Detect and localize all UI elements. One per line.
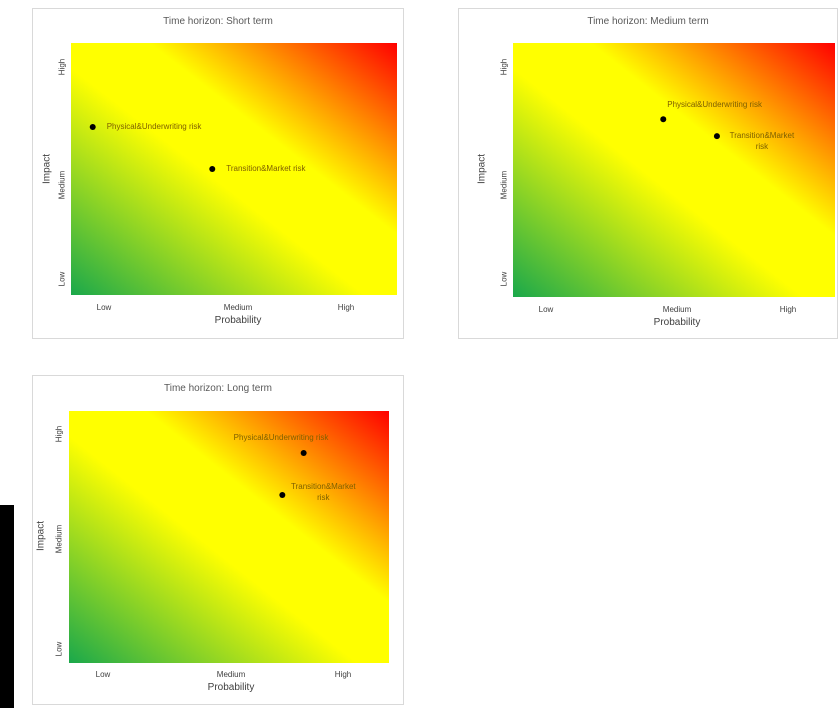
x-axis-label: Probability bbox=[653, 317, 701, 328]
x-tick-high: High bbox=[779, 305, 797, 314]
x-tick-high: High bbox=[337, 303, 355, 312]
y-tick-low: Low bbox=[499, 271, 509, 287]
x-tick-low: Low bbox=[95, 670, 111, 679]
risk-gradient-background bbox=[71, 43, 397, 295]
chart-title: Time horizon: Long term bbox=[163, 383, 272, 394]
risk-gradient-background bbox=[513, 43, 835, 297]
risk-point-marker bbox=[713, 133, 720, 140]
y-tick-medium: Medium bbox=[57, 170, 67, 200]
risk-gradient-background bbox=[69, 411, 389, 663]
chart-panel-long-term: Time horizon: Long term Physical&Underwr… bbox=[32, 375, 404, 705]
y-axis-label: Impact bbox=[476, 153, 488, 185]
chart-panel-short-term: Time horizon: Short term Physical&Underw… bbox=[32, 8, 404, 339]
x-axis-label: Probability bbox=[214, 315, 262, 326]
y-tick-medium: Medium bbox=[499, 170, 509, 200]
risk-point-label: Physical&Underwriting risk bbox=[667, 100, 762, 110]
y-tick-low: Low bbox=[54, 641, 64, 657]
chart-title: Time horizon: Short term bbox=[163, 16, 273, 27]
risk-point-label: Transition&Market risk bbox=[729, 131, 795, 152]
risk-point-label: Physical&Underwriting risk bbox=[106, 122, 202, 131]
risk-point-marker bbox=[660, 116, 667, 123]
chart-title: Time horizon: Medium term bbox=[587, 16, 709, 27]
plot-area: Physical&Underwriting risk Transition&Mar… bbox=[513, 43, 835, 297]
chart-panel-medium-term: Time horizon: Medium term Physical&Under… bbox=[458, 8, 838, 339]
x-tick-medium: Medium bbox=[223, 303, 253, 312]
marker-layer bbox=[279, 450, 307, 498]
x-tick-low: Low bbox=[96, 303, 112, 312]
y-tick-high: High bbox=[54, 425, 64, 443]
x-tick-low: Low bbox=[538, 305, 554, 314]
marker-layer bbox=[89, 124, 216, 172]
y-tick-high: High bbox=[499, 58, 509, 76]
plot-area: Physical&Underwriting risk Transition&Mar… bbox=[71, 43, 397, 295]
risk-point-marker bbox=[279, 492, 286, 498]
marker-layer bbox=[660, 116, 720, 140]
risk-point-label: Transition&Market risk bbox=[291, 482, 356, 502]
risk-point-label: Transition&Market risk bbox=[226, 164, 306, 173]
plot-area: Physical&Underwriting risk Transition&Mar… bbox=[69, 411, 389, 663]
left-edge-bar bbox=[0, 505, 14, 708]
y-axis-label: Impact bbox=[41, 153, 53, 185]
risk-point-marker bbox=[89, 124, 96, 130]
x-tick-medium: Medium bbox=[662, 305, 692, 314]
x-tick-high: High bbox=[334, 670, 352, 679]
risk-point-marker bbox=[209, 166, 216, 172]
risk-point-label: Physical&Underwriting risk bbox=[233, 433, 329, 442]
y-axis-label: Impact bbox=[35, 520, 47, 552]
y-tick-high: High bbox=[57, 58, 67, 76]
y-tick-low: Low bbox=[57, 271, 67, 287]
x-axis-label: Probability bbox=[207, 682, 255, 693]
x-tick-medium: Medium bbox=[216, 670, 246, 679]
y-tick-medium: Medium bbox=[54, 524, 64, 554]
risk-point-marker bbox=[300, 450, 307, 456]
